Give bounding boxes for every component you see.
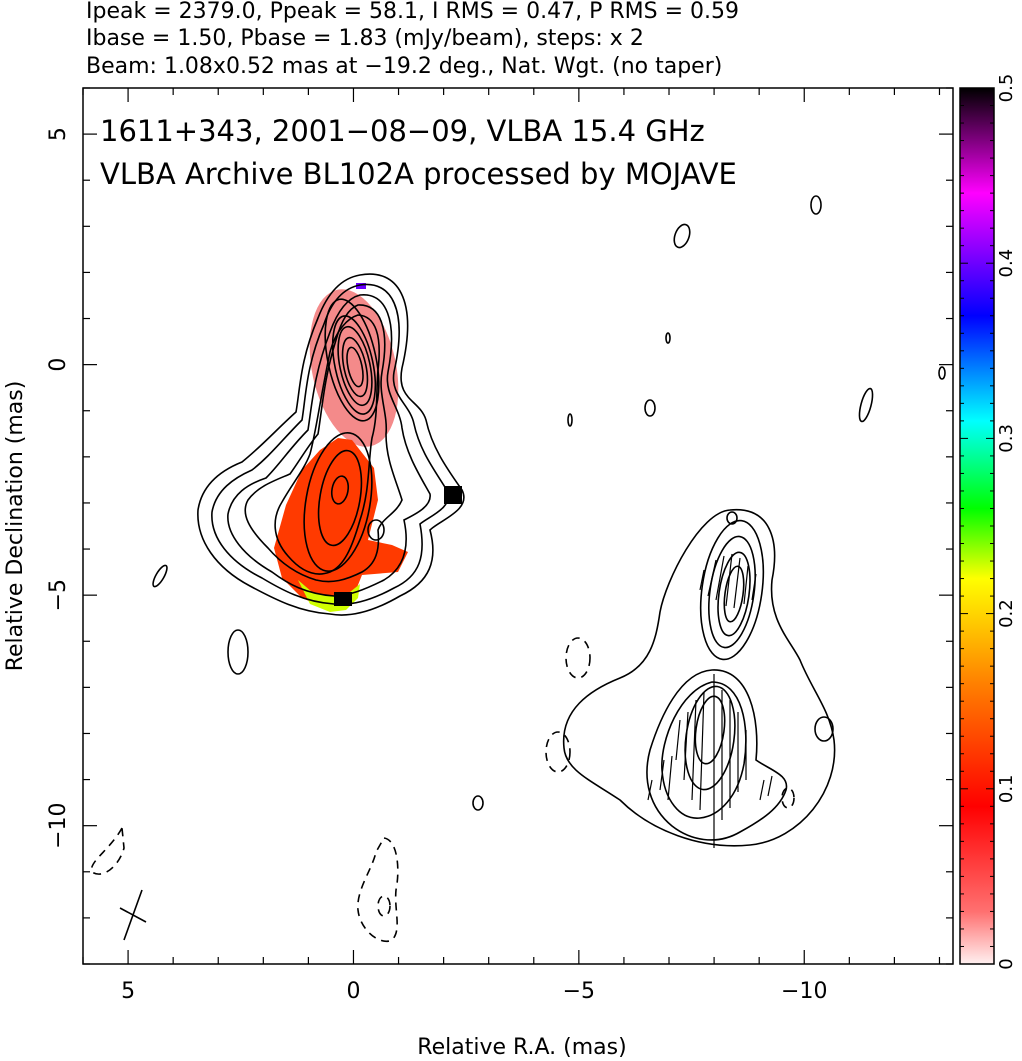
plot-frame: [82, 87, 954, 965]
plot-title-line-2: VLBA Archive BL102A processed by MOJAVE: [100, 157, 737, 191]
core-edge-pixel: [356, 283, 366, 289]
jet-contours: [197, 273, 465, 616]
colorbar-tick-label: 0.1: [996, 774, 1017, 803]
y-tick-label: −10: [46, 802, 71, 848]
x-tick-label: 5: [121, 979, 135, 1004]
colorbar-tick-label: 0.5: [996, 74, 1017, 103]
jet-polarization-patch: [274, 438, 408, 610]
polarization-vectors: [647, 553, 773, 848]
plot-title-line-1: 1611+343, 2001−08−09, VLBA 15.4 GHz: [100, 114, 705, 148]
header-line-3: Beam: 1.08x0.52 mas at −19.2 deg., Nat. …: [86, 54, 722, 79]
x-axis-label: Relative R.A. (mas): [417, 1035, 626, 1060]
negative-contours: [90, 637, 795, 943]
x-tick-label: 0: [346, 979, 360, 1004]
beam-marker: [119, 889, 147, 941]
colorbar-tick-label: 0.3: [996, 424, 1017, 453]
colorbar: [959, 87, 995, 965]
y-tick-label: −5: [46, 579, 71, 611]
y-tick-label: 5: [46, 127, 71, 141]
map-field: [90, 195, 946, 943]
noise-contours: [152, 195, 946, 811]
x-tick-label: −10: [781, 979, 827, 1004]
x-tick-label: −5: [563, 979, 595, 1004]
axis-ticks: 5 0 −5 −10 5 0 −5 −10: [46, 87, 953, 1004]
colorbar-ticks: 0 0.1 0.2 0.3 0.4 0.5: [960, 74, 1017, 970]
header-line-2: Ibase = 1.50, Pbase = 1.83 (mJy/beam), s…: [86, 26, 644, 51]
y-tick-label: 0: [46, 358, 71, 372]
colorbar-tick-label: 0.4: [996, 249, 1017, 278]
header-line-1: Ipeak = 2379.0, Ppeak = 58.1, I RMS = 0.…: [86, 0, 739, 24]
y-axis-label: Relative Declination (mas): [3, 381, 28, 672]
colorbar-tick-label: 0: [996, 958, 1017, 969]
colorbar-tick-label: 0.2: [996, 599, 1017, 628]
